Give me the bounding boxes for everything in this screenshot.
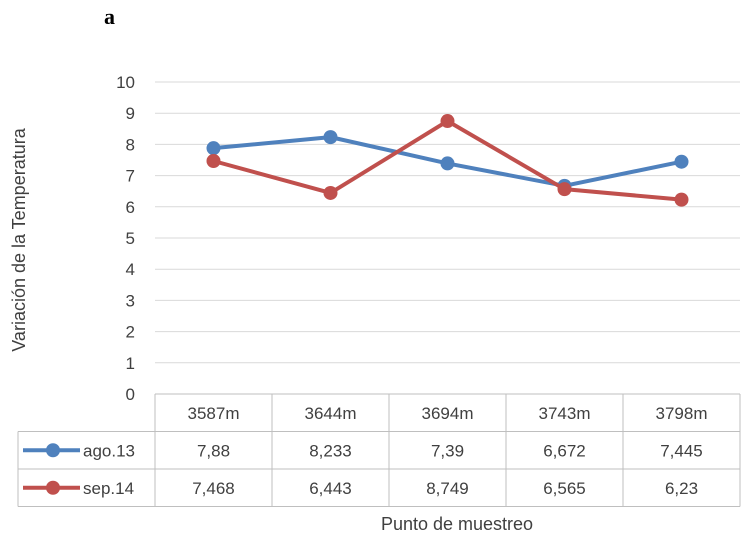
legend-marker: [46, 480, 60, 495]
y-tick-label: 8: [126, 135, 135, 154]
data-point: [674, 154, 689, 169]
series-lines: [206, 114, 689, 207]
y-tick-label: 6: [126, 198, 135, 217]
y-tick-label: 1: [126, 354, 135, 373]
y-tick-label: 10: [116, 73, 135, 92]
data-table: 3587m 3644m 3694m 3743m 3798m ago.13 7,88 8,233…: [17, 393, 741, 507]
x-tick-label: 3587m: [188, 404, 240, 423]
y-tick-label: 5: [126, 229, 135, 248]
y-tick-label: 2: [126, 323, 135, 342]
data-table-cell: 8,749: [426, 479, 469, 498]
x-tick-label: 3743m: [539, 404, 591, 423]
data-point: [557, 182, 572, 197]
panel-label: a: [104, 4, 115, 29]
data-point: [206, 153, 221, 168]
data-table-cell: 6,443: [309, 479, 352, 498]
data-point: [323, 185, 338, 200]
x-tick-label: 3644m: [305, 404, 357, 423]
data-point: [440, 114, 455, 129]
x-tick-label: 3798m: [656, 404, 708, 423]
data-point: [440, 156, 455, 171]
legend-marker: [46, 443, 60, 458]
y-tick-label: 3: [126, 291, 135, 310]
y-tick-label: 4: [126, 260, 135, 279]
legend-label: ago.13: [83, 441, 135, 460]
data-table-cell: 7,39: [431, 441, 464, 460]
legend-label: sep.14: [83, 479, 134, 498]
y-tick-labels: 0 1 2 3 4 5 6 7 8 9 10: [116, 73, 135, 404]
data-point: [674, 192, 689, 207]
data-table-cell: 7,445: [660, 441, 703, 460]
data-table-cell: 8,233: [309, 441, 352, 460]
data-table-cell: 7,468: [192, 479, 235, 498]
y-tick-label: 7: [126, 167, 135, 186]
data-table-cell: 6,565: [543, 479, 586, 498]
data-point: [206, 141, 221, 156]
data-table-cell: 7,88: [197, 441, 230, 460]
data-table-cell: 6,672: [543, 441, 586, 460]
data-point: [323, 130, 338, 145]
y-tick-label: 0: [126, 385, 135, 404]
x-axis-title: Punto de muestreo: [381, 514, 533, 534]
y-axis-title: Variación de la Temperatura: [9, 127, 29, 351]
gridlines: [155, 81, 740, 395]
x-tick-label: 3694m: [422, 404, 474, 423]
data-table-cell: 6,23: [665, 479, 698, 498]
y-tick-label: 9: [126, 104, 135, 123]
